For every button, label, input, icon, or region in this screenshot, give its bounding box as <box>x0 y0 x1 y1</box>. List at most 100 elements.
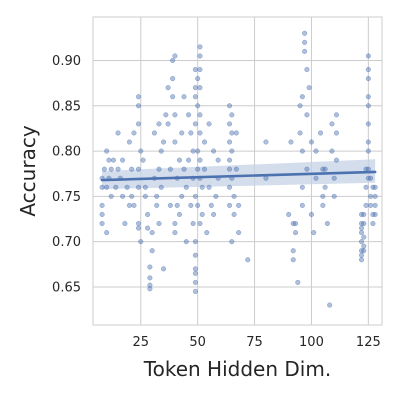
data-point <box>172 112 178 118</box>
regression-line-group <box>100 170 377 182</box>
data-point <box>329 121 335 127</box>
data-point <box>135 220 142 227</box>
data-point <box>145 225 151 231</box>
data-point <box>226 103 233 109</box>
data-point <box>365 103 371 109</box>
x-tick-label: 50 <box>189 335 206 350</box>
x-tick-label: 25 <box>133 335 150 350</box>
y-tick-labels: 0.65 0.70 0.75 0.80 0.85 0.90 <box>52 54 81 295</box>
data-point <box>304 112 310 118</box>
data-point <box>233 166 239 172</box>
data-point <box>331 193 337 199</box>
data-point <box>215 157 221 163</box>
data-point <box>290 257 296 263</box>
data-point <box>197 85 203 91</box>
data-point <box>156 220 162 227</box>
data-point <box>297 103 303 109</box>
data-point <box>190 148 196 154</box>
data-point <box>131 130 137 136</box>
data-point <box>333 112 340 118</box>
data-point <box>327 302 333 308</box>
data-point <box>365 121 371 127</box>
data-point <box>170 76 176 82</box>
data-point <box>201 139 208 145</box>
data-point <box>160 139 167 145</box>
data-point <box>154 193 160 199</box>
data-point <box>192 85 198 91</box>
data-point <box>245 257 251 263</box>
data-point <box>299 202 305 208</box>
data-point <box>188 202 194 208</box>
data-point <box>179 193 185 199</box>
data-point <box>145 211 151 218</box>
data-point <box>313 175 319 181</box>
data-point <box>167 166 173 172</box>
data-point <box>156 121 162 127</box>
y-tick-label: 0.70 <box>52 235 81 250</box>
data-point <box>186 112 192 118</box>
data-point <box>324 220 330 227</box>
data-point <box>363 184 369 190</box>
data-point <box>322 166 328 172</box>
data-point <box>154 202 160 208</box>
data-point <box>226 202 233 208</box>
data-point <box>138 239 144 245</box>
data-point <box>156 166 162 172</box>
data-point <box>135 121 142 127</box>
data-point <box>358 252 365 258</box>
data-point <box>99 184 105 190</box>
data-point <box>149 230 155 236</box>
data-point <box>147 264 153 270</box>
data-point <box>147 275 153 281</box>
data-point <box>192 288 198 295</box>
data-point <box>192 266 198 272</box>
data-point <box>333 130 340 136</box>
data-point <box>372 184 378 190</box>
data-point <box>147 282 153 288</box>
data-point <box>361 234 367 240</box>
data-point <box>135 184 142 190</box>
data-point <box>104 230 110 236</box>
data-point <box>297 130 303 136</box>
data-point <box>192 94 198 100</box>
data-point <box>176 211 183 218</box>
x-tick-label: 100 <box>299 335 324 350</box>
data-point <box>358 225 365 231</box>
data-point <box>197 220 203 227</box>
y-axis-label: Accuracy <box>16 125 40 216</box>
data-point <box>135 225 142 231</box>
data-point <box>288 139 294 145</box>
data-point <box>372 211 378 218</box>
data-point <box>195 103 201 109</box>
data-point <box>135 166 142 172</box>
data-point <box>101 166 107 172</box>
data-point <box>147 286 153 292</box>
data-point <box>199 211 205 218</box>
data-point <box>372 193 378 199</box>
plot-frame <box>92 16 383 326</box>
data-point <box>365 76 371 82</box>
data-point <box>302 30 308 36</box>
data-point <box>106 157 112 163</box>
data-point <box>299 148 305 154</box>
data-point <box>192 252 198 258</box>
data-point <box>195 148 201 154</box>
x-tick-label: 75 <box>246 335 263 350</box>
data-point <box>236 230 242 236</box>
data-point <box>313 148 319 154</box>
data-point <box>170 94 176 100</box>
x-tick-label: 125 <box>356 335 381 350</box>
data-point <box>365 139 371 145</box>
data-point <box>299 184 305 190</box>
data-point <box>186 157 192 163</box>
data-point <box>365 53 371 59</box>
data-point <box>131 202 137 208</box>
data-point <box>231 193 237 199</box>
data-point <box>195 76 201 82</box>
data-point <box>211 148 217 154</box>
data-point <box>160 266 167 272</box>
data-point <box>365 148 371 154</box>
data-point <box>358 239 365 245</box>
data-point <box>361 211 367 218</box>
data-point <box>195 202 201 208</box>
